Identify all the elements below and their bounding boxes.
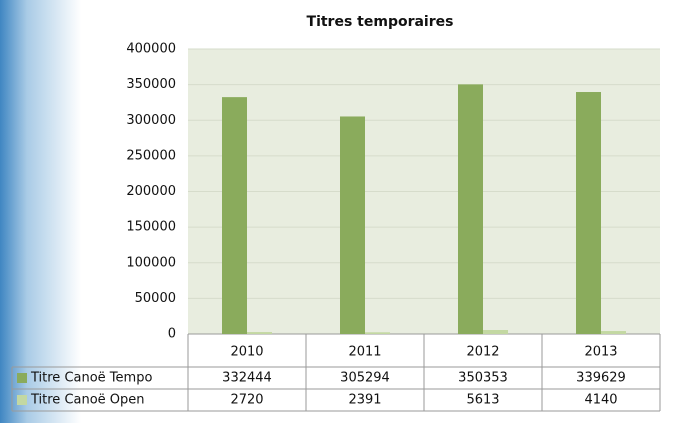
bar bbox=[601, 331, 626, 334]
bar bbox=[458, 84, 483, 334]
table-value: 5613 bbox=[466, 393, 499, 408]
y-tick-label: 350000 bbox=[126, 77, 176, 92]
legend-swatch bbox=[17, 395, 27, 405]
y-tick-label: 50000 bbox=[135, 291, 176, 306]
x-tick-label: 2011 bbox=[348, 345, 381, 360]
table-value: 2391 bbox=[348, 393, 381, 408]
y-tick-label: 300000 bbox=[126, 113, 176, 128]
legend-swatch bbox=[17, 373, 27, 383]
y-tick-label: 200000 bbox=[126, 184, 176, 199]
bar bbox=[576, 92, 601, 334]
bar bbox=[340, 116, 365, 334]
x-tick-label: 2013 bbox=[584, 345, 617, 360]
bar bbox=[247, 332, 272, 334]
y-tick-label: 400000 bbox=[126, 42, 176, 57]
y-tick-label: 250000 bbox=[126, 148, 176, 163]
table-value: 305294 bbox=[340, 371, 390, 386]
bar bbox=[365, 332, 390, 334]
x-tick-label: 2010 bbox=[230, 345, 263, 360]
y-tick-label: 150000 bbox=[126, 220, 176, 235]
x-tick-label: 2012 bbox=[466, 345, 499, 360]
chart-title: Titres temporaires bbox=[307, 14, 454, 30]
table-value: 339629 bbox=[576, 371, 626, 386]
y-tick-label: 0 bbox=[168, 327, 176, 342]
table-value: 2720 bbox=[230, 393, 263, 408]
legend-label: Titre Canoë Open bbox=[30, 393, 145, 408]
table-value: 350353 bbox=[458, 371, 508, 386]
legend-label: Titre Canoë Tempo bbox=[30, 371, 152, 386]
table-value: 4140 bbox=[584, 393, 617, 408]
y-tick-label: 100000 bbox=[126, 255, 176, 270]
bar bbox=[483, 330, 508, 334]
bar bbox=[222, 97, 247, 334]
table-value: 332444 bbox=[222, 371, 272, 386]
